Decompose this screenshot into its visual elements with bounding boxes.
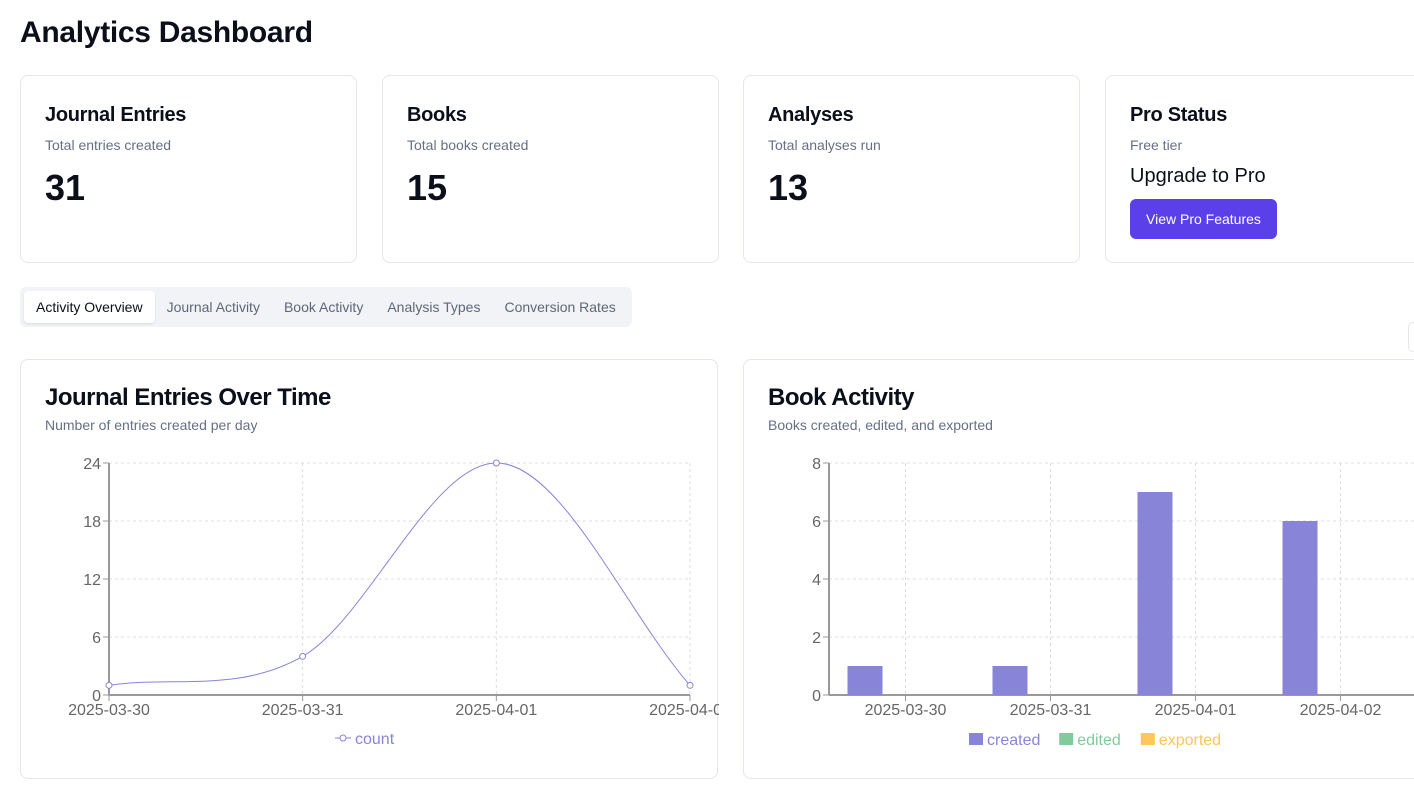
y-tick-label: 24 [83,456,101,473]
y-tick-label: 18 [83,514,101,531]
legend-swatch-icon [1059,733,1074,745]
y-tick-label: 2 [812,630,821,647]
bar-created [1137,492,1173,695]
stat-title: Books [407,104,467,126]
x-tick-label: 2025-03-31 [262,702,344,719]
y-tick-label: 0 [812,688,821,705]
x-tick-label: 2025-04-01 [455,702,537,719]
data-point [686,681,694,689]
legend-swatch-icon [969,733,983,745]
y-tick-label: 4 [812,572,821,589]
bar-created [847,666,883,695]
stat-subtitle: Total books created [407,137,529,153]
y-tick-label: 12 [83,572,101,589]
stat-card-pro-status: Pro Status Free tier Upgrade to Pro View… [1105,75,1414,263]
legend-swatch-icon [1140,733,1155,745]
data-point [105,681,113,689]
chart-title: Journal Entries Over Time [45,384,331,411]
x-tick-label: 2025-04-01 [1155,702,1237,719]
tab-conversion-rates[interactable]: Conversion Rates [504,299,616,315]
bar-chart: 0 2 4 6 8 2025-03-30 2025-03-31 2025-04-01 2025-… [812,456,1414,749]
stat-subtitle: Total entries created [45,137,172,153]
y-tick-label: 6 [92,630,101,647]
x-tick-label: 2025-03-30 [68,702,150,719]
stat-value: 31 [45,167,86,208]
line-series-count [108,462,691,686]
y-tick-label: 0 [92,688,101,705]
x-tick-label: 2025-04-03 [649,702,719,719]
tab-list: Activity Overview Journal Activity Book … [20,287,632,327]
stat-card-journal-entries: Journal Entries Total entries created 31 [20,75,357,263]
legend-label: created [987,732,1040,749]
journal-entries-chart-card: 0 6 12 18 24 2025-03-30 2025-03-31 2025-04-01 20… [20,359,719,779]
chart-title: Book Activity [768,384,914,411]
view-pro-features-button[interactable]: View Pro Features [1130,199,1277,239]
stat-value: 13 [768,167,809,208]
book-activity-chart-card: 0 2 4 6 8 2025-03-30 2025-03-31 2025-04-01 2025-… [743,359,1414,779]
stat-title: Pro Status [1130,104,1228,126]
data-point [492,459,500,467]
stat-title: Journal Entries [45,104,187,126]
tab-journal-activity[interactable]: Journal Activity [166,299,260,315]
page-title: Analytics Dashboard [20,16,313,49]
stat-value: 15 [407,167,448,208]
y-tick-label: 8 [812,456,821,473]
stat-title: Analyses [768,104,854,126]
legend-marker-icon [339,734,347,742]
data-point [299,652,307,660]
bar-created [992,666,1028,695]
tab-activity-overview[interactable]: Activity Overview [24,291,155,323]
line-chart: 0 6 12 18 24 2025-03-30 2025-03-31 2025-04-01 20… [68,456,719,748]
stat-card-books: Books Total books created 15 [382,75,719,263]
stat-subtitle: Free tier [1130,137,1183,153]
chart-subtitle: Number of entries created per day [45,417,258,433]
legend-label: count [355,731,395,748]
y-tick-label: 6 [812,514,821,531]
chart-subtitle: Books created, edited, and exported [768,417,993,433]
tab-analysis-types[interactable]: Analysis Types [387,299,481,315]
x-tick-label: 2025-04-02 [1300,702,1382,719]
stat-subtitle: Total analyses run [768,137,881,153]
x-tick-label: 2025-03-30 [865,702,947,719]
tab-book-activity[interactable]: Book Activity [283,299,364,315]
legend-label: exported [1159,732,1221,749]
x-tick-label: 2025-03-31 [1010,702,1092,719]
stat-card-analyses: Analyses Total analyses run 13 [743,75,1080,263]
legend-label: edited [1077,732,1121,749]
bar-created [1282,521,1318,695]
upgrade-heading: Upgrade to Pro [1130,165,1266,187]
scroll-handle[interactable] [1408,322,1414,352]
